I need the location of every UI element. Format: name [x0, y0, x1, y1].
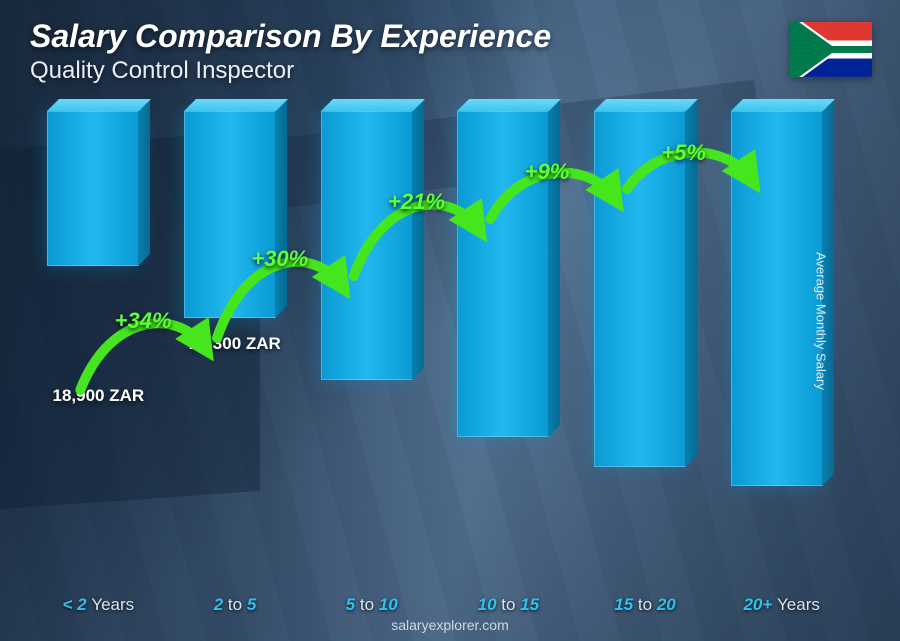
- bar-x-label: 5 to 10: [302, 595, 442, 615]
- bar-top: [457, 99, 561, 111]
- page-title: Salary Comparison By Experience: [30, 18, 870, 55]
- delta-pct-label: +34%: [115, 308, 172, 334]
- bar-top: [47, 99, 151, 111]
- bar: [184, 111, 286, 318]
- bar-front: [321, 111, 413, 380]
- bar-front: [47, 111, 139, 266]
- delta-pct-label: +21%: [388, 189, 445, 215]
- bar-side: [275, 99, 287, 318]
- bar-x-label: 2 to 5: [165, 595, 305, 615]
- footer-attribution: salaryexplorer.com: [0, 617, 900, 633]
- header: Salary Comparison By Experience Quality …: [30, 18, 870, 85]
- delta-pct-label: +9%: [525, 159, 570, 185]
- bar: [47, 111, 149, 266]
- bar-slot: 45,800 ZAR20+ Years: [713, 111, 850, 581]
- bar-top: [321, 99, 425, 111]
- y-axis-label: Average Monthly Salary: [814, 252, 829, 390]
- page-subtitle: Quality Control Inspector: [30, 57, 870, 85]
- bar-slot: 32,900 ZAR5 to 10: [303, 111, 440, 581]
- bar-x-label: < 2 Years: [28, 595, 168, 615]
- bar-top: [594, 99, 698, 111]
- bar-slot: 43,500 ZAR15 to 20: [577, 111, 714, 581]
- bar-side: [412, 99, 424, 380]
- bar-slot: 25,300 ZAR2 to 5: [167, 111, 304, 581]
- bar-front: [731, 111, 823, 486]
- bar-x-label: 10 to 15: [438, 595, 578, 615]
- south-africa-flag-icon: [790, 22, 872, 77]
- delta-pct-label: +5%: [661, 140, 706, 166]
- bar-x-label: 15 to 20: [575, 595, 715, 615]
- bar-value-label: 18,900 ZAR: [28, 386, 168, 406]
- bar-value-label: 25,300 ZAR: [165, 334, 305, 354]
- bar-side: [548, 99, 560, 437]
- bar-chart: 18,900 ZAR< 2 Years25,300 ZAR2 to 532,90…: [30, 111, 850, 581]
- bar: [321, 111, 423, 380]
- bar-x-label: 20+ Years: [712, 595, 852, 615]
- bar-top: [731, 99, 835, 111]
- bar-side: [138, 99, 150, 266]
- delta-pct-label: +30%: [251, 246, 308, 272]
- bar-front: [184, 111, 276, 318]
- bar-top: [184, 99, 288, 111]
- bar-slot: 18,900 ZAR< 2 Years: [30, 111, 167, 581]
